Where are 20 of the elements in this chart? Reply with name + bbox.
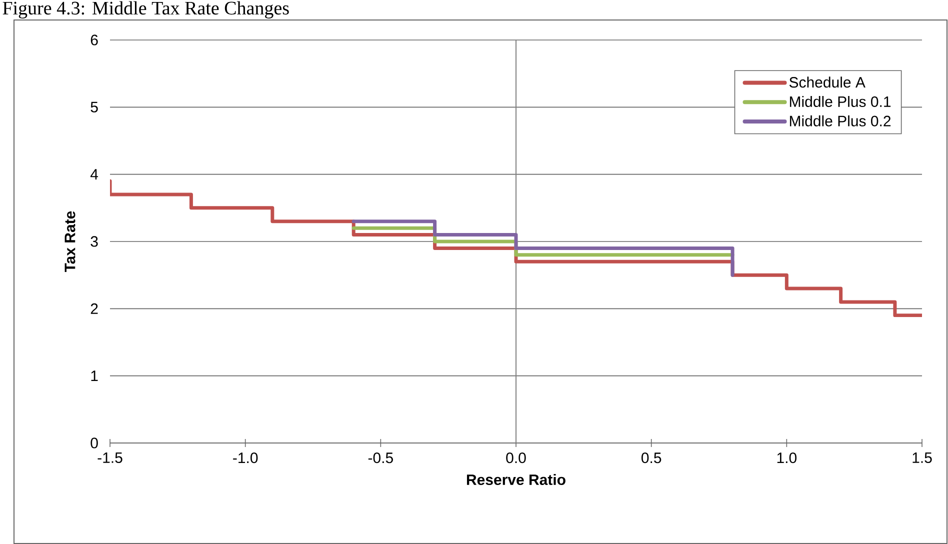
legend-label: Schedule A: [789, 76, 866, 88]
chart-title: Figure 4.3: Middle Tax Rate Changes: [2, 1, 289, 18]
x-tick-label: 1.5: [912, 452, 932, 463]
x-tick-label: -1.5: [98, 452, 122, 463]
x-tick-label: 0.5: [641, 452, 662, 464]
x-tick-label: -1.0: [233, 452, 258, 464]
x-tick-label: -0.5: [368, 452, 393, 464]
x-tick-label: 0.0: [506, 452, 526, 464]
y-tick-label: 6: [90, 34, 98, 46]
legend-label: Middle Plus 0.2: [790, 115, 891, 126]
y-axis-title: Tax Rate: [64, 211, 76, 272]
x-axis-title: Reserve Ratio: [466, 474, 566, 486]
legend-label: Middle Plus 0.1: [790, 96, 891, 108]
y-tick-label: 1: [91, 370, 98, 381]
y-tick-label: 5: [90, 102, 98, 112]
y-tick-label: 0: [90, 438, 98, 448]
y-tick-label: 4: [90, 169, 98, 180]
y-tick-label: 2: [90, 303, 98, 314]
x-tick-label: 1.0: [777, 452, 797, 464]
y-tick-label: 3: [90, 236, 98, 247]
